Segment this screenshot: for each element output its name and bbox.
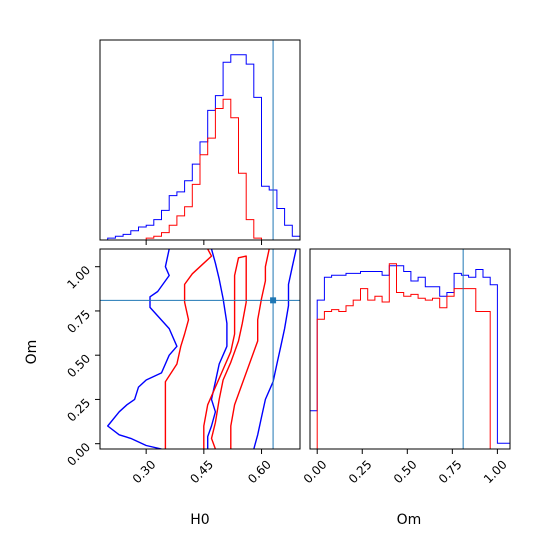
contour-xlabel: H0	[190, 512, 209, 528]
contour-series-1-level-0	[164, 249, 213, 449]
om-hist-x-tick-label: 1.00	[481, 457, 510, 486]
h0-histogram-series-0	[100, 54, 300, 240]
contour-series-1-level-2	[230, 249, 270, 449]
om-hist-x-tick-label: 0.50	[391, 457, 420, 486]
om-histogram-series-0	[310, 265, 510, 444]
om-hist-frame	[309, 248, 511, 450]
om-histogram-series-1	[310, 263, 510, 449]
h0-histogram-series-1	[100, 98, 300, 240]
om-hist-x-tick-label: 0.25	[346, 457, 375, 486]
contour-x-tick-label: 0.30	[130, 457, 159, 486]
contour-series-0-level-2	[253, 249, 297, 449]
contour-y-tick-label: 1.00	[64, 263, 93, 292]
contour-y-tick-label: 0.50	[64, 351, 93, 380]
contour-y-tick-label: 0.25	[64, 396, 93, 425]
contour-y-tick-label: 0.75	[64, 307, 93, 336]
h0-om-contour-panel: 0.30 0.45 0.60 0.00 0.25 0.50 0.75 1.00	[64, 248, 301, 486]
h0-marginal-histogram-panel	[99, 39, 301, 245]
contour-y-tick-label: 0.00	[64, 440, 93, 469]
om-marginal-histogram-panel: 0.00 0.25 0.50 0.75 1.00	[301, 248, 511, 486]
contour-series-1-level-1	[203, 255, 247, 449]
contour-x-tick-label: 0.45	[187, 457, 216, 486]
contour-truth-marker	[270, 297, 277, 304]
h0-hist-frame	[99, 39, 301, 241]
contour-series-0-level-0	[107, 249, 178, 449]
contour-frame	[99, 248, 301, 450]
om-hist-xlabel: Om	[397, 512, 422, 528]
contour-x-tick-label: 0.60	[245, 457, 274, 486]
contour-series-0-level-1	[207, 249, 228, 449]
om-hist-x-tick-label: 0.00	[301, 457, 330, 486]
contour-ylabel: Om	[24, 340, 40, 365]
om-hist-x-tick-label: 0.75	[436, 457, 465, 486]
